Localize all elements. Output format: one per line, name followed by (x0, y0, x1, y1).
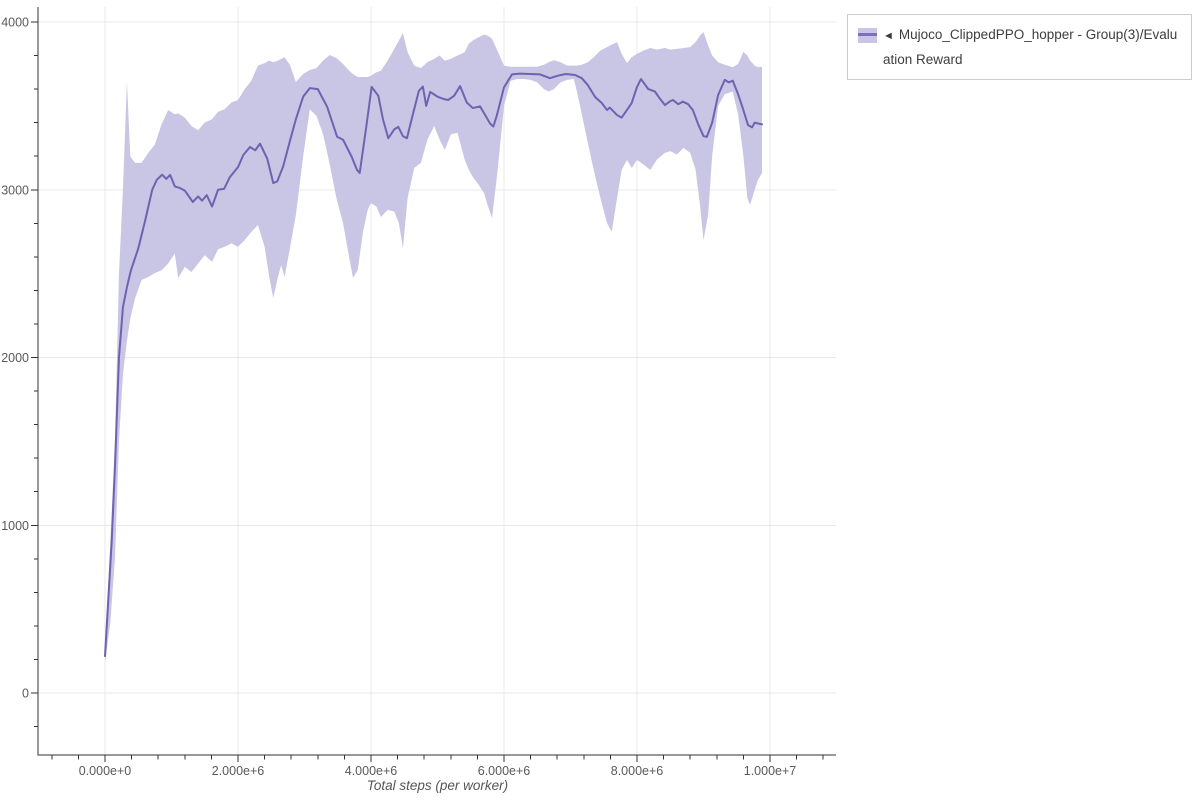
legend-line-swatch (858, 33, 877, 36)
x-axis-title: Total steps (per worker) (367, 778, 508, 793)
legend-label-text: Mujoco_ClippedPPO_hopper - Group(3)/Eval… (883, 27, 1178, 67)
x-tick-label: 0.000e+0 (79, 764, 132, 778)
std-band (105, 32, 763, 663)
x-tick-label: 1.000e+7 (744, 764, 797, 778)
legend-band-swatch (858, 28, 877, 43)
tick-labels: 0 1000 2000 3000 4000 0.000e+0 2.000e+6 4.000e+… (1, 16, 796, 779)
x-tick-label: 6.000e+6 (478, 764, 531, 778)
y-tick-label: 1000 (1, 519, 29, 533)
y-tick-label: 3000 (1, 183, 29, 197)
legend[interactable]: ◄ Mujoco_ClippedPPO_hopper - Group(3)/Eva… (847, 14, 1192, 80)
y-tick-label: 2000 (1, 351, 29, 365)
y-tick-label: 4000 (1, 16, 29, 30)
mean-reward-line (104, 72, 764, 658)
x-tick-label: 8.000e+6 (611, 764, 664, 778)
axes-lines (37, 7, 836, 756)
tick-marks (31, 21, 824, 762)
legend-label: ◄ Mujoco_ClippedPPO_hopper - Group(3)/Eva… (883, 23, 1181, 72)
x-tick-label: 2.000e+6 (212, 764, 265, 778)
y-tick-label: 0 (22, 687, 29, 701)
x-tick-label: 4.000e+6 (345, 764, 398, 778)
legend-selected-triangle-icon: ◄ (883, 30, 894, 42)
